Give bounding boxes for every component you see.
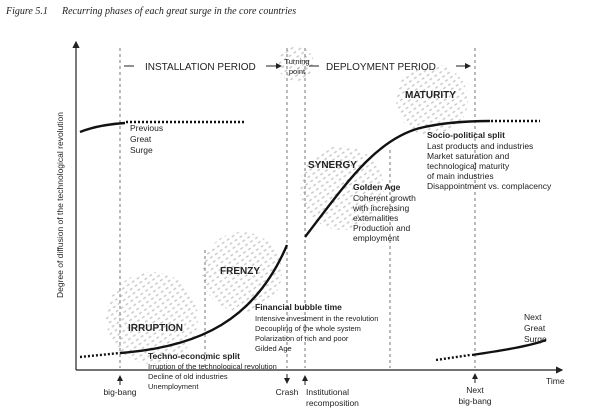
note-line: Last products and industries — [427, 141, 533, 151]
event-label: recomposition — [306, 398, 359, 408]
phase-label: FRENZY — [220, 266, 260, 277]
note-line: Intensive investment in the revolution — [255, 314, 378, 323]
note-line: Unemployment — [148, 382, 199, 391]
note-line: Market saturation and — [427, 151, 509, 161]
note-title: Socio-political split — [427, 130, 505, 140]
note-line: Production and — [353, 223, 410, 233]
note-line: externalities — [353, 213, 398, 223]
turning-point: Turning — [284, 57, 309, 66]
note-line: Coherent growth — [353, 193, 416, 203]
note-line: Polarization of rich and poor — [255, 334, 349, 343]
previous-surge: Previous — [130, 123, 163, 133]
event-label: Crash — [276, 387, 299, 397]
axes — [72, 40, 564, 374]
note-line: employment — [353, 233, 400, 243]
note-line: Irruption of the technological revolutio… — [148, 362, 277, 371]
note-line: Disappointment vs. complacency — [427, 181, 552, 191]
x-axis-label: Time — [546, 376, 565, 386]
phase-label: MATURITY — [405, 90, 456, 101]
turning-point: point — [289, 67, 306, 76]
deployment-period: DEPLOYMENT PERIOD — [326, 62, 436, 73]
note-line: with increasing — [352, 203, 409, 213]
event-label: Next — [466, 385, 484, 395]
note-line: of main industries — [427, 171, 494, 181]
phase-label: SYNERGY — [308, 160, 357, 171]
event-label: Institutional — [306, 387, 349, 397]
event-arrows — [117, 373, 478, 385]
phase-label: IRRUPTION — [128, 323, 183, 334]
figure-label: Figure 5.1 — [5, 6, 48, 17]
previous-surge: Surge — [130, 145, 153, 155]
note-line: Decline of old industries — [148, 372, 228, 381]
note-line: Decoupling of the whole system — [255, 324, 361, 333]
event-label: big-bang — [103, 387, 136, 397]
note-title: Financial bubble time — [255, 302, 342, 312]
y-axis-label: Degree of diffusion of the technological… — [55, 112, 65, 298]
figure-title: Recurring phases of each great surge in … — [61, 6, 296, 17]
note-title: Golden Age — [353, 182, 401, 192]
installation-period: INSTALLATION PERIOD — [145, 62, 256, 73]
surge-curves — [79, 119, 547, 362]
next-surge: Great — [524, 323, 546, 333]
event-label: big-bang — [458, 396, 491, 406]
next-surge: Next — [524, 312, 542, 322]
note-title: Techno-economic split — [148, 351, 240, 361]
note-line: technological maturity — [427, 161, 510, 171]
previous-surge: Great — [130, 134, 152, 144]
note-line: Gilded Age — [255, 344, 292, 353]
phase-dividers — [119, 48, 476, 368]
next-surge: Surge — [524, 334, 547, 344]
